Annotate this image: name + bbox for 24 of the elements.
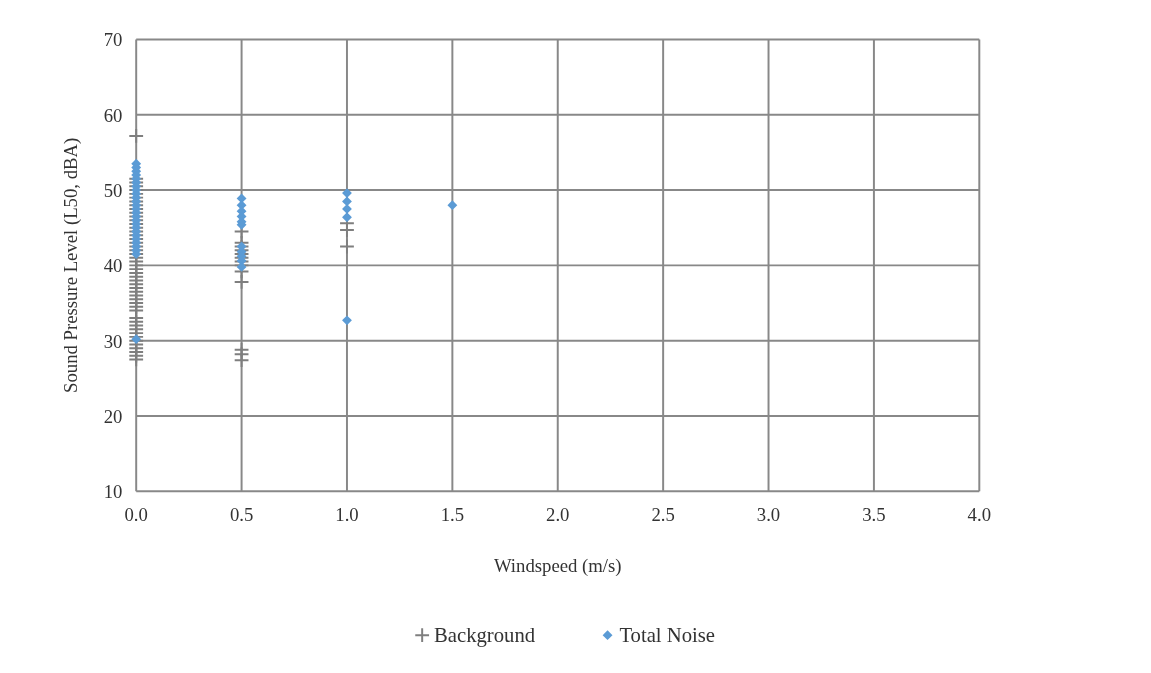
point <box>131 334 142 345</box>
x-tick-label: 3.5 <box>862 503 886 525</box>
point <box>447 200 458 211</box>
x-tick-label: 1.5 <box>440 503 465 525</box>
y-tick-label: 40 <box>103 255 123 277</box>
legend-label: Background <box>434 624 536 648</box>
y-axis-title: Sound Pressure Level (L50, dBA) <box>60 137 83 393</box>
point <box>342 212 352 223</box>
y-tick-label: 70 <box>103 29 123 51</box>
x-tick-label: 4.0 <box>967 503 992 525</box>
x-tick-label: 2.0 <box>546 503 570 525</box>
x-tick-label: 0.0 <box>124 503 148 525</box>
y-tick-label: 30 <box>103 330 123 352</box>
x-tick-label: 2.5 <box>651 503 675 525</box>
x-axis-title: Windspeed (m/s) <box>493 555 622 578</box>
y-tick-label: 50 <box>103 180 123 201</box>
x-tick-label: 3.0 <box>756 503 781 525</box>
x-tick-label: 0.5 <box>229 503 254 525</box>
y-tick-label: 20 <box>103 405 123 427</box>
y-tick-label: 60 <box>103 104 123 126</box>
point <box>342 315 352 326</box>
y-tick-label: 10 <box>103 481 123 503</box>
legend-label: Total Noise <box>619 624 716 647</box>
x-tick-label: 1.0 <box>335 503 359 525</box>
